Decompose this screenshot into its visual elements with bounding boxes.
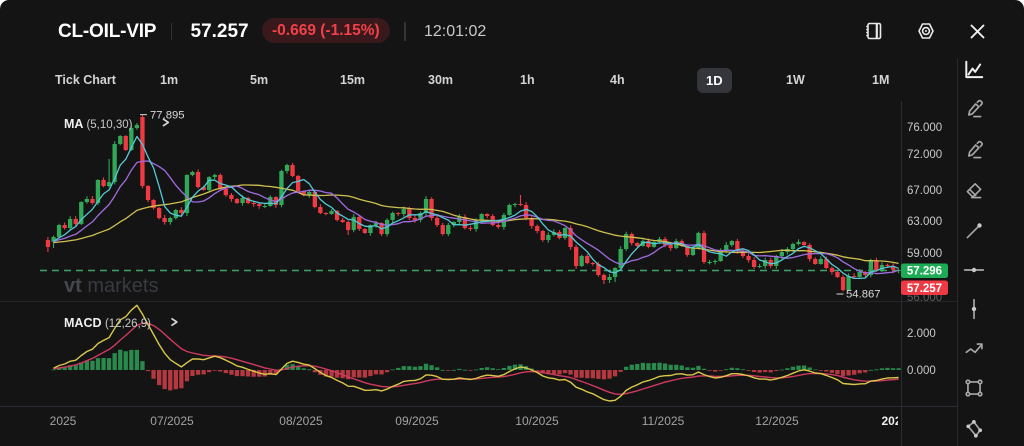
svg-text:2026: 2026 [882, 414, 909, 428]
svg-text:07/2025: 07/2025 [150, 414, 194, 428]
svg-text:59.000: 59.000 [907, 248, 942, 260]
svg-text:67.000: 67.000 [907, 185, 942, 197]
svg-text:63.000: 63.000 [907, 216, 942, 228]
svg-text:12/2025: 12/2025 [755, 414, 799, 428]
svg-text:2025: 2025 [50, 414, 77, 428]
svg-text:vt markets: vt markets [64, 275, 158, 297]
svg-text:57.257: 57.257 [907, 283, 942, 295]
svg-text:57.296: 57.296 [907, 266, 942, 278]
svg-text:76.000: 76.000 [907, 122, 942, 134]
svg-text:0.000: 0.000 [907, 365, 936, 377]
svg-text:08/2025: 08/2025 [279, 414, 323, 428]
svg-text:54.867: 54.867 [846, 289, 881, 301]
svg-text:77.895: 77.895 [150, 110, 185, 122]
svg-text:MA (5,10,30): MA (5,10,30) [64, 117, 133, 131]
svg-text:72.000: 72.000 [907, 149, 942, 161]
svg-text:MACD (12,26,9): MACD (12,26,9) [64, 316, 151, 330]
svg-text:09/2025: 09/2025 [395, 414, 439, 428]
svg-text:2.000: 2.000 [907, 328, 936, 340]
svg-text:11/2025: 11/2025 [642, 414, 685, 428]
svg-text:10/2025: 10/2025 [515, 414, 559, 428]
